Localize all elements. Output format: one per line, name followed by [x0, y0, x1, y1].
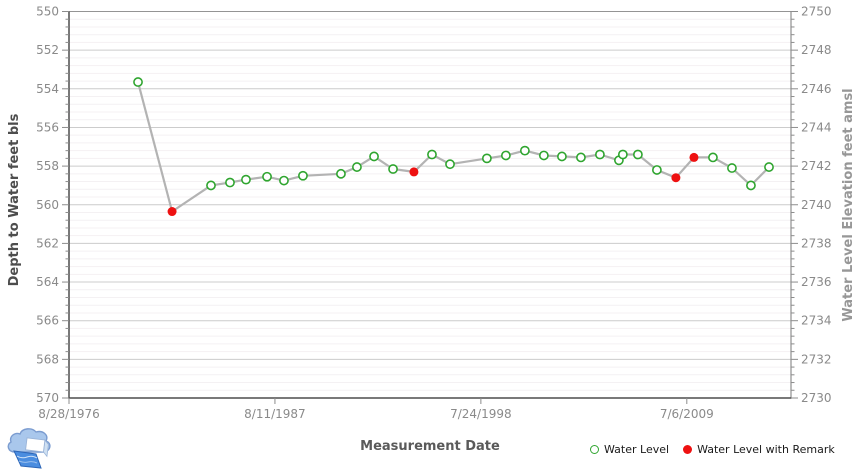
svg-text:7/24/1998: 7/24/1998: [450, 407, 512, 421]
data-point[interactable]: [298, 170, 308, 181]
data-point[interactable]: [764, 162, 774, 172]
data-point[interactable]: [481, 153, 492, 164]
data-point[interactable]: [500, 150, 511, 161]
minor-gridlines: [69, 18, 791, 391]
legend-item-water-level-remark: Water Level with Remark: [683, 443, 835, 456]
filled-circle-marker-icon: [683, 445, 693, 454]
data-point[interactable]: [519, 145, 530, 156]
data-point[interactable]: [427, 149, 437, 160]
series: [133, 77, 774, 217]
data-point[interactable]: [617, 149, 628, 160]
data-point[interactable]: [633, 149, 643, 160]
cloud-data-logo-icon: [7, 428, 51, 469]
data-point[interactable]: [445, 159, 455, 170]
data-point[interactable]: [595, 149, 605, 160]
data-point-remark[interactable]: [167, 207, 177, 217]
svg-text:2730: 2730: [801, 391, 832, 405]
data-point[interactable]: [241, 174, 251, 185]
data-point[interactable]: [352, 162, 362, 172]
data-point[interactable]: [557, 151, 567, 162]
y-axis-title-left: Depth to Water feet bls: [7, 113, 22, 287]
data-point-remark[interactable]: [409, 167, 419, 177]
svg-text:2740: 2740: [801, 198, 832, 212]
data-point[interactable]: [369, 151, 379, 162]
svg-text:560: 560: [36, 198, 59, 212]
svg-text:570: 570: [36, 391, 59, 405]
svg-text:2750: 2750: [801, 5, 832, 19]
data-point[interactable]: [262, 171, 272, 182]
svg-text:566: 566: [36, 314, 59, 328]
data-point[interactable]: [746, 180, 756, 191]
svg-text:8/28/1976: 8/28/1976: [38, 407, 100, 421]
legend-item-water-level: Water Level: [590, 443, 669, 456]
svg-text:556: 556: [36, 120, 59, 134]
y-axis-title-right: Water Level Elevation feet amsl: [841, 88, 856, 322]
x-axis-title: Measurement Date: [360, 439, 500, 454]
svg-text:2742: 2742: [801, 159, 832, 173]
svg-text:2734: 2734: [801, 314, 832, 328]
data-point[interactable]: [388, 164, 398, 174]
svg-text:2732: 2732: [801, 352, 832, 366]
data-point-remark[interactable]: [689, 152, 699, 162]
data-point[interactable]: [133, 77, 143, 87]
data-point[interactable]: [279, 175, 289, 186]
svg-text:554: 554: [36, 82, 59, 96]
legend-label: Water Level: [604, 443, 670, 456]
svg-text:552: 552: [36, 43, 59, 57]
svg-text:8/11/1987: 8/11/1987: [244, 407, 306, 421]
legend: Water Level Water Level with Remark: [590, 443, 835, 456]
data-point[interactable]: [708, 152, 718, 163]
open-circle-marker-icon: [590, 445, 599, 454]
data-point[interactable]: [206, 180, 216, 191]
svg-text:558: 558: [36, 159, 59, 173]
data-point[interactable]: [336, 168, 346, 179]
svg-text:550: 550: [36, 5, 59, 19]
tick-labels: 550 2750 552 2748 554 2746 556 2744 558 2742 560 27…: [36, 5, 831, 422]
svg-text:562: 562: [36, 236, 59, 250]
data-point[interactable]: [727, 163, 737, 173]
data-point[interactable]: [576, 152, 586, 163]
data-point-remark[interactable]: [671, 173, 681, 183]
svg-text:7/6/2009: 7/6/2009: [660, 407, 714, 421]
data-point[interactable]: [225, 177, 235, 188]
tick-marks: [62, 11, 798, 404]
svg-text:568: 568: [36, 352, 59, 366]
data-point[interactable]: [538, 150, 549, 161]
data-point[interactable]: [652, 165, 662, 175]
water-level-line: [136, 81, 770, 213]
legend-label: Water Level with Remark: [697, 443, 835, 456]
svg-text:564: 564: [36, 275, 59, 289]
major-gridlines: [69, 11, 791, 360]
svg-text:2746: 2746: [801, 82, 832, 96]
svg-text:2744: 2744: [801, 120, 832, 134]
svg-text:2748: 2748: [801, 43, 832, 57]
svg-text:2738: 2738: [801, 236, 832, 250]
svg-text:2736: 2736: [801, 275, 832, 289]
